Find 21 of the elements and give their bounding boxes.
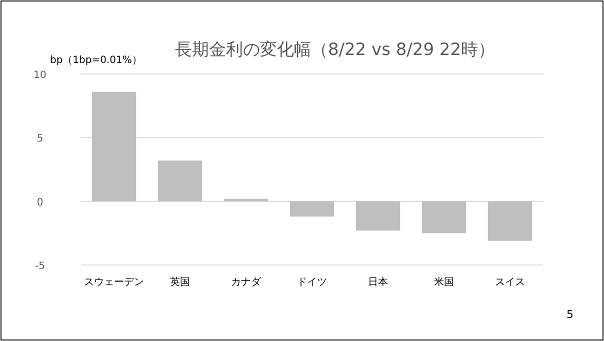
bar	[158, 160, 202, 202]
y-tick-label: 5	[36, 134, 44, 145]
x-tick-label: 英国	[170, 276, 190, 288]
y-tick-label: 0	[36, 197, 44, 208]
text: 5	[566, 308, 574, 321]
bar	[224, 198, 268, 202]
y-axis-title: bp（1bp=0.01%）	[50, 55, 142, 66]
y-tick-label: 10	[34, 70, 46, 81]
x-tick-label: 米国	[434, 276, 454, 288]
bar	[422, 201, 466, 234]
chart-title: 長期金利の変化幅（8/22 vs 8/29 22時）	[174, 40, 496, 60]
bar	[290, 201, 334, 217]
x-tick-label: ドイツ	[297, 277, 327, 288]
y-tick-label: -5	[35, 261, 45, 272]
x-tick-label: カナダ	[231, 276, 262, 288]
x-tick-label: スウェーデン	[84, 277, 144, 288]
bar	[356, 201, 400, 231]
bar	[92, 92, 136, 202]
x-tick-label: 日本	[368, 276, 388, 288]
x-tick-label: スイス	[495, 277, 525, 288]
bar	[488, 201, 532, 241]
